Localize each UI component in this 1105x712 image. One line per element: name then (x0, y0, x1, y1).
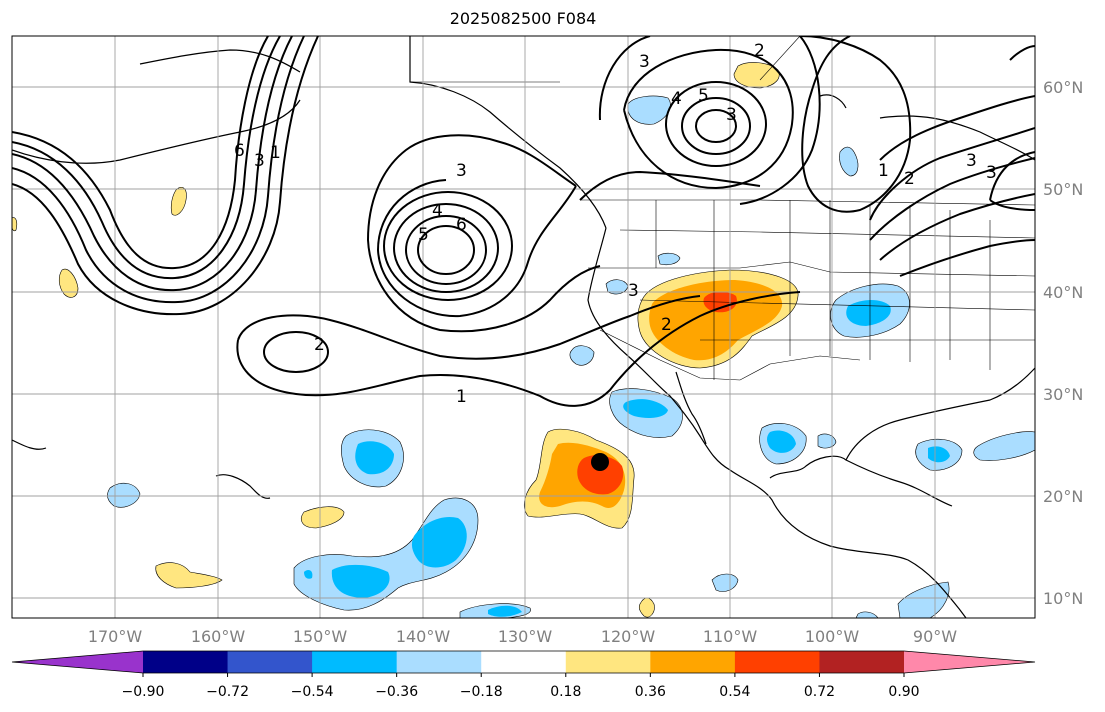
contour-label: 3 (966, 151, 977, 171)
map-title: 2025082500 F084 (449, 9, 597, 28)
contour-label: 2 (314, 335, 325, 355)
lat-label: 20°N (1043, 487, 1083, 506)
colorbar-tick-label: −0.54 (291, 684, 334, 700)
contour-label: 3 (254, 151, 265, 171)
contour-labels: 3 4 5 3 2 3 1 2 3 4 6 5 3 2 1 2 3 6 3 1 (234, 41, 997, 407)
colorbar-segment (565, 651, 651, 673)
contour-label: 3 (456, 161, 467, 181)
contour-label: 5 (418, 225, 429, 245)
colorbar-segment (312, 651, 398, 673)
graticule (12, 36, 1035, 618)
colorbar-tick-label: −0.90 (122, 684, 165, 700)
colorbar-tick-label: 0.90 (888, 684, 919, 700)
longitude-labels: 170°W 160°W 150°W 140°W 130°W 120°W 110°… (88, 627, 957, 646)
colorbar-tick-label: −0.72 (206, 684, 249, 700)
colorbar-tick-label: −0.18 (460, 684, 503, 700)
lon-label: 100°W (805, 627, 860, 646)
contour-label: 4 (432, 201, 443, 221)
contour-label: 3 (726, 105, 737, 125)
lon-label: 170°W (88, 627, 143, 646)
latitude-labels: 60°N 50°N 40°N 30°N 20°N 10°N (1043, 78, 1083, 608)
contour-label: 2 (754, 41, 765, 61)
lat-label: 30°N (1043, 385, 1083, 404)
storm-center-marker (591, 453, 609, 471)
contour-label: 6 (456, 215, 467, 235)
contour-label: 1 (878, 161, 889, 181)
colorbar-tick-label: 0.36 (635, 684, 666, 700)
lat-label: 10°N (1043, 589, 1083, 608)
colorbar-segment (650, 651, 736, 673)
contour-lines (12, 36, 1035, 407)
contour-label: 3 (986, 163, 997, 183)
colorbar-segment (227, 651, 313, 673)
lat-label: 40°N (1043, 283, 1083, 302)
colorbar-extend-low (12, 651, 143, 673)
lat-label: 50°N (1043, 180, 1083, 199)
colorbar-segment (143, 651, 229, 673)
contour-label: 2 (904, 169, 915, 189)
colorbar-tick-label: 0.18 (550, 684, 581, 700)
contour-label: 2 (661, 315, 672, 335)
colorbar-tick-label: 0.54 (719, 684, 750, 700)
colorbar-segment (396, 651, 482, 673)
contour-label: 3 (628, 281, 639, 301)
contour-label: 5 (698, 86, 709, 106)
lat-label: 60°N (1043, 78, 1083, 97)
contour-label: 6 (234, 141, 245, 161)
colorbar-extend-high (904, 651, 1035, 673)
colorbar-tick-label: −0.36 (375, 684, 418, 700)
contour-label: 3 (639, 52, 650, 72)
contour-label: 4 (671, 89, 682, 109)
lon-label: 120°W (601, 627, 656, 646)
contour-label: 1 (270, 143, 281, 163)
colorbar-segment (734, 651, 820, 673)
lon-label: 160°W (191, 627, 246, 646)
lon-label: 140°W (396, 627, 451, 646)
colorbar-segment (819, 651, 905, 673)
colorbar: −0.90 −0.72 −0.54 −0.36 −0.18 0.18 0.36 0.54 0.7… (11, 650, 1036, 700)
lon-label: 150°W (293, 627, 348, 646)
lon-label: 110°W (703, 627, 758, 646)
lon-label: 130°W (498, 627, 553, 646)
contour-label: 1 (456, 387, 467, 407)
colorbar-segment (481, 651, 567, 673)
lon-label: 90°W (913, 627, 957, 646)
colorbar-tick-label: 0.72 (804, 684, 835, 700)
